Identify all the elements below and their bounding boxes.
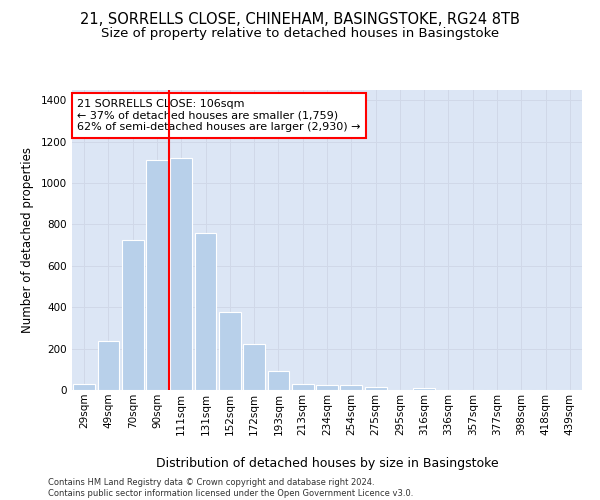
Text: Contains HM Land Registry data © Crown copyright and database right 2024.
Contai: Contains HM Land Registry data © Crown c…	[48, 478, 413, 498]
Text: 21, SORRELLS CLOSE, CHINEHAM, BASINGSTOKE, RG24 8TB: 21, SORRELLS CLOSE, CHINEHAM, BASINGSTOK…	[80, 12, 520, 28]
Y-axis label: Number of detached properties: Number of detached properties	[21, 147, 34, 333]
Bar	[219, 312, 241, 390]
Text: Size of property relative to detached houses in Basingstoke: Size of property relative to detached ho…	[101, 28, 499, 40]
Bar	[73, 384, 95, 390]
Text: Distribution of detached houses by size in Basingstoke: Distribution of detached houses by size …	[155, 458, 499, 470]
Bar	[194, 233, 217, 390]
Bar	[292, 384, 314, 390]
Bar	[268, 372, 289, 390]
Bar	[413, 388, 435, 390]
Bar	[340, 386, 362, 390]
Bar	[97, 342, 119, 390]
Bar	[170, 158, 192, 390]
Bar	[365, 387, 386, 390]
Bar	[146, 160, 168, 390]
Bar	[243, 344, 265, 390]
Bar	[122, 240, 143, 390]
Bar	[316, 385, 338, 390]
Text: 21 SORRELLS CLOSE: 106sqm
← 37% of detached houses are smaller (1,759)
62% of se: 21 SORRELLS CLOSE: 106sqm ← 37% of detac…	[77, 99, 361, 132]
